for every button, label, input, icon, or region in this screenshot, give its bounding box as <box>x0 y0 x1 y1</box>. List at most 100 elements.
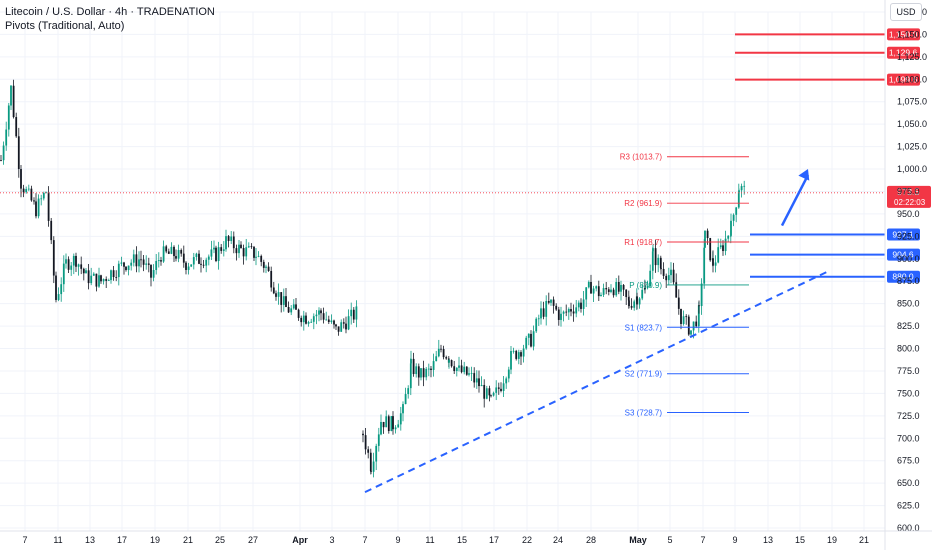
time-tick-label: 3 <box>329 535 334 545</box>
candle-body <box>352 309 355 320</box>
candle-body <box>407 388 410 395</box>
candle-body <box>665 275 668 281</box>
grid <box>0 11 885 531</box>
candle-body <box>427 368 430 370</box>
candle-body <box>582 299 585 309</box>
candle-body <box>641 289 644 299</box>
candle-body <box>387 416 390 432</box>
candle-body <box>570 309 572 312</box>
price-tick-label: 725.0 <box>897 411 920 421</box>
candle-body <box>22 188 25 193</box>
price-tick-label: 775.0 <box>897 366 920 376</box>
price-badge-label: 1,129.6 <box>889 48 918 58</box>
pivot-label: S2 (771.9) <box>625 370 663 379</box>
candle-body <box>92 273 95 276</box>
price-tick-label: 1,075.0 <box>897 97 927 107</box>
indicator-label[interactable]: Pivots (Traditional, Auto) <box>5 20 125 32</box>
candle-body <box>102 279 105 282</box>
candle-body <box>277 292 280 297</box>
candle-body <box>290 308 293 313</box>
candles <box>0 79 746 478</box>
candle-body <box>240 244 242 249</box>
time-axis[interactable]: 7 11 13 17 19 21 25 27 Apr 3 7 9 11 15 17 22 24 28 May 5 7 9 1… <box>0 530 932 545</box>
candle-body <box>123 262 125 267</box>
candle-body <box>377 434 380 446</box>
candle-body <box>297 309 300 318</box>
candle-body <box>502 383 505 391</box>
candle-body <box>712 258 714 266</box>
arrow-shaft[interactable] <box>780 174 810 227</box>
candle-body <box>602 288 605 295</box>
candle-body <box>550 299 552 303</box>
price-tick-label: 1,050.0 <box>897 119 927 129</box>
candle-body <box>182 253 185 263</box>
pivot-label: P (870.9) <box>629 281 662 290</box>
candle-body <box>628 300 630 307</box>
time-tick-label: 19 <box>150 535 160 545</box>
time-tick-label: 24 <box>553 535 563 545</box>
candle-body <box>265 266 267 268</box>
candle-body <box>475 378 478 383</box>
price-badge[interactable] <box>887 270 920 283</box>
candle-body <box>287 307 290 313</box>
trendline-and-arrow[interactable] <box>364 169 831 494</box>
price-tick-label: 875.0 <box>897 276 920 286</box>
price-axis[interactable]: 1,175.01,150.01,125.01,100.01,075.01,050… <box>884 0 927 550</box>
candle-body <box>675 282 678 298</box>
candle-body <box>322 313 325 320</box>
drawn-levels[interactable]: 973.502:22:031,150.01,129.61,099.6927.19… <box>0 28 931 283</box>
candle-body <box>410 358 412 364</box>
candle-body <box>47 192 50 221</box>
candle-body <box>57 294 60 300</box>
trendline[interactable] <box>364 269 831 494</box>
time-tick-label: 11 <box>53 535 62 545</box>
candle-body <box>485 388 488 399</box>
candle-body <box>422 368 425 378</box>
candle-body <box>399 413 402 425</box>
candle-body <box>318 310 320 315</box>
candle-body <box>112 270 115 278</box>
candle-body <box>230 236 233 242</box>
symbol-title[interactable]: Litecoin / U.S. Dollar · 4h · TRADENATIO… <box>5 6 215 18</box>
price-badge[interactable] <box>887 248 920 261</box>
candle-body <box>202 264 205 266</box>
price-badge[interactable] <box>887 28 920 41</box>
price-badge[interactable] <box>887 73 920 86</box>
current-price-badge[interactable] <box>887 185 931 208</box>
candle-body <box>615 281 618 296</box>
candle-body <box>77 264 80 267</box>
candle-body <box>567 309 570 313</box>
candle-body <box>717 247 720 263</box>
candle-body <box>310 321 313 323</box>
candle-body <box>107 280 110 281</box>
candle-body <box>55 275 57 300</box>
price-badge[interactable] <box>887 46 920 59</box>
currency-button[interactable]: USD <box>890 3 922 21</box>
candle-body <box>175 256 177 259</box>
candle-body <box>698 305 700 307</box>
candle-body <box>644 288 646 289</box>
time-tick-label: 5 <box>667 535 672 545</box>
candle-body <box>680 308 682 324</box>
candle-body <box>330 320 333 323</box>
candle-body <box>72 255 75 266</box>
candle-body <box>33 200 35 202</box>
candle-body <box>173 246 175 257</box>
candle-body <box>62 263 65 285</box>
candle-body <box>497 387 500 389</box>
candle-body <box>192 257 195 265</box>
candle-body <box>638 298 641 305</box>
price-badge[interactable] <box>887 228 920 241</box>
candle-body <box>527 333 530 338</box>
candle-body <box>267 266 270 271</box>
candle-body <box>575 307 578 314</box>
candle-body <box>12 85 15 118</box>
candle-body <box>463 366 466 373</box>
candle-body <box>425 368 428 378</box>
candle-body <box>417 366 420 378</box>
candle-body <box>682 316 685 324</box>
candle-body <box>730 220 732 236</box>
candle-body <box>495 387 498 393</box>
